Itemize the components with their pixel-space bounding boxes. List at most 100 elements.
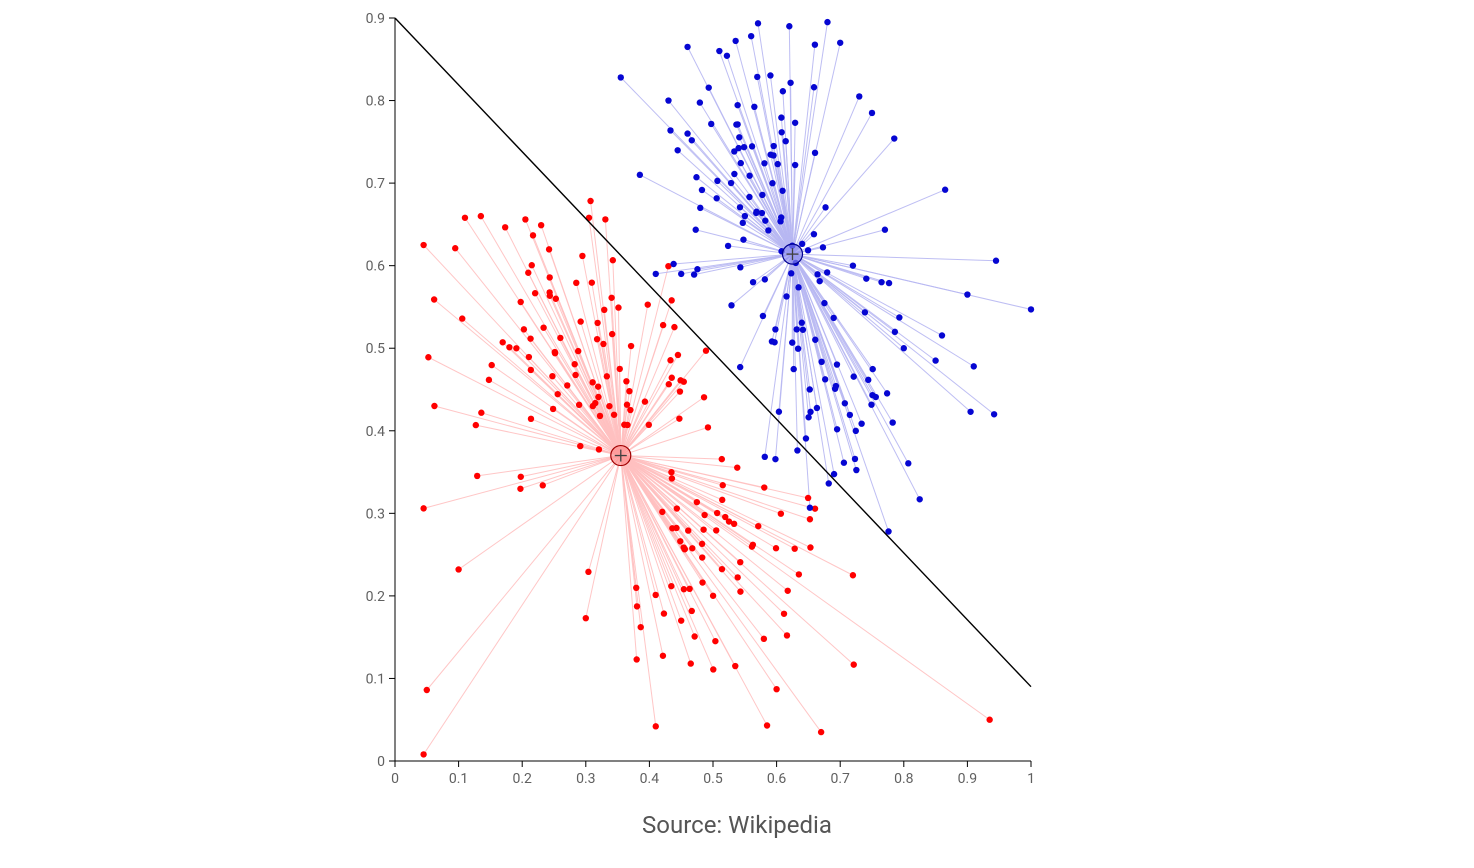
data-point <box>478 410 484 416</box>
data-point <box>799 320 805 326</box>
x-tick-label: 1 <box>1027 771 1035 787</box>
data-point <box>617 366 623 372</box>
cluster-ray <box>621 77 793 254</box>
data-point <box>597 413 603 419</box>
data-point <box>737 264 743 270</box>
data-point <box>606 403 612 409</box>
cluster-ray <box>793 43 841 254</box>
data-point <box>699 579 705 585</box>
data-point <box>585 569 591 575</box>
data-point <box>942 187 948 193</box>
data-point <box>653 271 659 277</box>
data-point <box>740 220 746 226</box>
x-tick-label: 0.8 <box>894 771 914 787</box>
data-point <box>755 523 761 529</box>
data-point <box>850 572 856 578</box>
data-point <box>621 422 627 428</box>
data-point <box>719 456 725 462</box>
kmeans-scatter-chart: 00.10.20.30.40.50.60.70.80.9100.10.20.30… <box>0 0 1474 868</box>
data-point <box>571 361 577 367</box>
y-tick-label: 0.5 <box>366 341 386 357</box>
data-point <box>800 327 806 333</box>
data-point <box>746 194 752 200</box>
data-point <box>681 586 687 592</box>
data-point <box>577 318 583 324</box>
data-point <box>773 686 779 692</box>
data-point <box>608 295 614 301</box>
data-point <box>762 276 768 282</box>
data-point <box>821 300 827 306</box>
data-point <box>489 362 495 368</box>
data-point <box>794 447 800 453</box>
data-point <box>627 407 633 413</box>
data-point <box>615 304 621 310</box>
data-point <box>669 475 675 481</box>
data-point <box>886 280 892 286</box>
x-tick-label: 0.5 <box>703 771 723 787</box>
data-point <box>781 611 787 617</box>
data-point <box>506 344 512 350</box>
y-tick-label: 0.6 <box>366 259 386 275</box>
data-point <box>693 174 699 180</box>
cluster-ray <box>793 45 815 254</box>
data-point <box>684 44 690 50</box>
data-point <box>837 40 843 46</box>
data-point <box>749 543 755 549</box>
data-point <box>546 289 552 295</box>
data-point <box>722 514 728 520</box>
data-point <box>939 332 945 338</box>
data-point <box>782 138 788 144</box>
data-point <box>595 394 601 400</box>
data-point <box>862 309 868 315</box>
data-point <box>528 416 534 422</box>
data-point <box>638 624 644 630</box>
cluster-ray <box>503 342 621 455</box>
data-point <box>424 687 430 693</box>
data-point <box>719 566 725 572</box>
data-point <box>564 382 570 388</box>
data-point <box>689 608 695 614</box>
data-point <box>824 269 830 275</box>
data-point <box>789 339 795 345</box>
data-point <box>812 150 818 156</box>
data-point <box>799 241 805 247</box>
data-point <box>708 121 714 127</box>
cluster-ray <box>668 101 792 255</box>
data-point <box>754 74 760 80</box>
data-point <box>677 388 683 394</box>
data-point <box>865 377 871 383</box>
data-point <box>547 274 553 280</box>
separator-layer <box>395 18 1031 687</box>
data-point <box>595 383 601 389</box>
data-point <box>812 41 818 47</box>
data-point <box>577 443 583 449</box>
data-point <box>710 666 716 672</box>
data-point <box>675 352 681 358</box>
data-point <box>746 173 752 179</box>
data-point <box>653 723 659 729</box>
data-point <box>728 302 734 308</box>
data-point <box>452 245 458 251</box>
data-point <box>783 293 789 299</box>
data-point <box>731 521 737 527</box>
data-point <box>530 232 536 238</box>
data-point <box>1028 306 1034 312</box>
data-point <box>513 345 519 351</box>
data-point <box>753 210 759 216</box>
data-point <box>762 217 768 223</box>
x-tick-label: 0 <box>391 771 399 787</box>
data-point <box>737 559 743 565</box>
data-point <box>737 204 743 210</box>
data-point <box>736 134 742 140</box>
data-point <box>767 72 773 78</box>
cluster-ray <box>621 456 853 576</box>
data-point <box>478 213 484 219</box>
data-point <box>780 88 786 94</box>
x-tick-label: 0.6 <box>767 771 787 787</box>
cluster-ray <box>520 456 620 489</box>
data-point <box>964 291 970 297</box>
data-point <box>634 603 640 609</box>
data-point <box>852 456 858 462</box>
data-point <box>552 349 558 355</box>
data-point <box>787 80 793 86</box>
